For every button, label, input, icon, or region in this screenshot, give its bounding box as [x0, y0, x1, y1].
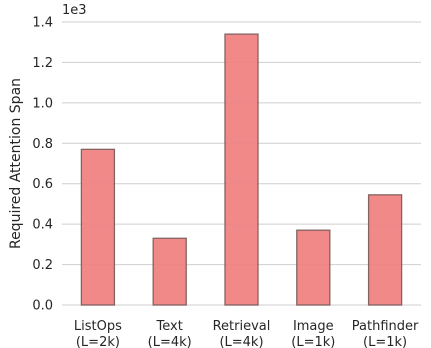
y-tick-label: 1.0 [32, 96, 53, 111]
x-tick-label: Retrieval (L=4k) [213, 319, 271, 348]
bar-listops [80, 148, 116, 306]
bar-text [152, 237, 187, 306]
y-tick-labels: 0.0 0.2 0.4 0.6 0.8 1.0 1.2 1.4 [32, 16, 53, 314]
x-tick-labels: ListOps (L=2k) Text (L=4k) Retrieval (L=4k) Im… [74, 319, 419, 348]
y-tick-label: 1.4 [32, 16, 53, 31]
y-tick-label: 0.2 [32, 258, 53, 273]
x-tick-label: Text (L=4k) [148, 319, 192, 348]
bar-image [296, 229, 331, 306]
bar-retrieval [224, 33, 259, 306]
y-tick-label: 0.0 [32, 299, 53, 314]
y-tick-label: 0.4 [32, 218, 53, 233]
x-tick-label: Pathfinder (L=1k) [352, 319, 419, 348]
x-tick-label: ListOps (L=2k) [74, 319, 122, 348]
y-axis-scale-label: 1e3 [62, 3, 87, 18]
bar-pathfinder [367, 194, 403, 306]
y-tick-label: 0.8 [32, 137, 53, 152]
bars [80, 33, 403, 306]
x-tick-label: Image (L=1k) [291, 319, 335, 348]
y-axis-label: Required Attention Span [8, 78, 24, 249]
y-tick-label: 1.2 [32, 56, 53, 71]
y-tick-label: 0.6 [32, 177, 53, 192]
